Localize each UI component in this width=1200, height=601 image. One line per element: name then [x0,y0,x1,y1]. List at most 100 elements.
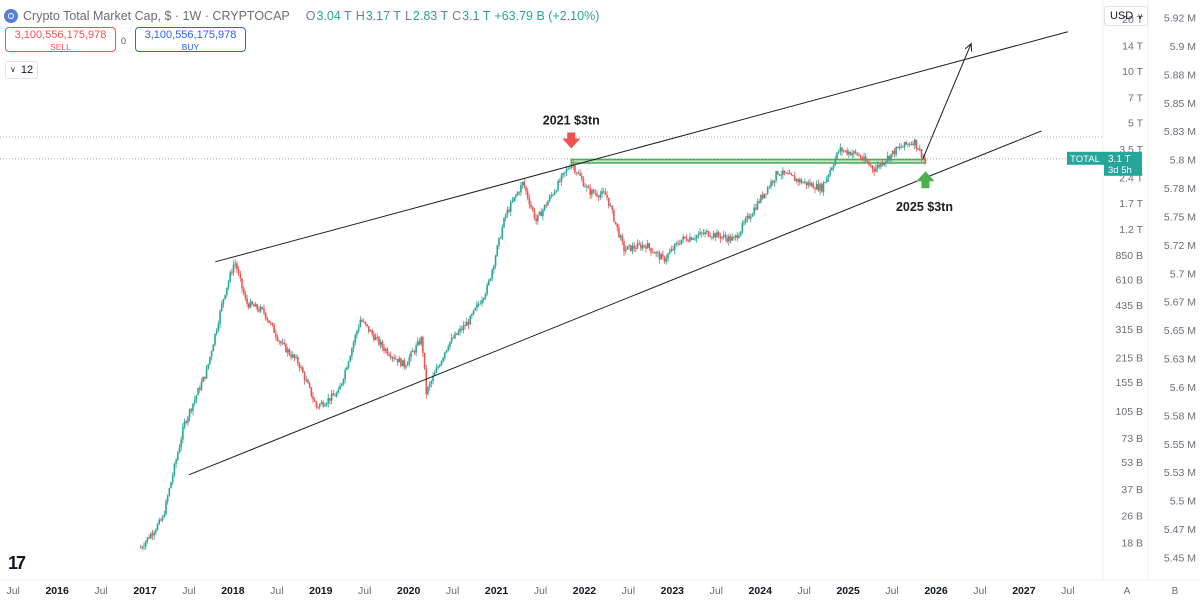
tradingview-logo-icon[interactable]: 17 [8,553,26,573]
candle-body [263,308,265,313]
candle-body [280,341,282,344]
candle-body [552,194,554,196]
candle-body [609,205,612,207]
trend-line-projection[interactable] [922,43,972,159]
trend-line-upper[interactable] [215,31,1068,263]
candle-body [518,192,521,194]
candle-body [374,336,377,341]
change-value: +63.79 B (+2.10%) [494,9,600,23]
candle-body [640,244,642,249]
candle-body [325,403,328,406]
candle-body [226,287,228,295]
candle-body [558,180,561,182]
candle-body [650,247,652,253]
candle-body [205,368,208,379]
candle-body [584,186,586,188]
candle-body [171,475,174,483]
candle-body [264,312,267,319]
x-tick-label: Jul [6,585,19,597]
candle-body [751,214,754,217]
candle-body [444,352,446,358]
candle-body [832,165,835,168]
sell-button[interactable]: 3,100,556,175,978 SELL [5,27,116,52]
candle-body [643,245,646,247]
candle-body [420,337,422,345]
candle-body [177,452,179,460]
symbol-title[interactable]: Crypto Total Market Cap, $ · 1W · CRYPTO… [23,9,290,23]
annotation-label: 2021 $3tn [543,113,600,127]
support-zone[interactable] [570,158,927,164]
indicators-toggle[interactable]: ∨ 12 [5,61,39,79]
currency-select[interactable]: USD ∨ [1104,6,1148,26]
secondary-tick-label: 5.45 M [1164,553,1196,565]
currency-value: USD [1110,10,1134,22]
candle-body [214,333,216,345]
candle-body [477,303,480,305]
log-scale-toggle[interactable]: B [1172,586,1179,597]
candle-body [288,349,291,355]
candle-body [682,236,684,240]
x-tick-label: Jul [358,585,371,597]
candle-body [275,332,277,337]
candle-body [315,401,318,408]
candle-body [204,376,206,379]
candle-body [790,173,793,176]
secondary-tick-label: 5.53 M [1164,467,1196,479]
candle-body [606,195,608,198]
candle-body [418,341,421,345]
trend-line-lower[interactable] [188,130,1042,476]
candle-body [800,179,803,184]
candle-body [876,164,879,169]
x-tick-label: Jul [270,585,283,597]
candle-body [864,156,867,161]
candle-body [317,407,319,408]
candle-body [293,354,296,358]
candle-body [861,158,864,160]
candle-body [202,376,204,383]
candle-body [506,209,509,215]
secondary-tick-label: 5.92 M [1164,13,1196,25]
candle-body [259,307,262,312]
candle-body [452,337,455,339]
candle-body [538,211,541,215]
candle-body [141,547,144,549]
y-tick-label: 53 B [1121,457,1143,469]
y-tick-label: 850 B [1116,250,1143,262]
low-label: L [404,9,412,23]
buy-button[interactable]: 3,100,556,175,978 BUY [135,27,246,52]
candle-body [241,278,243,289]
candle-body [734,235,737,238]
candle-body [689,237,691,242]
candle-body [792,175,794,177]
candle-body [239,273,242,279]
candle-body [635,248,637,250]
candle-body [579,173,581,176]
candle-body [422,337,424,353]
candle-body [678,243,681,245]
candle-body [156,524,159,530]
secondary-tick-label: 5.78 M [1164,183,1196,195]
candle-body [586,186,588,188]
candle-body [574,165,576,173]
candle-body [542,209,544,217]
candle-body [905,141,908,145]
candle-body [690,237,693,240]
candle-body [479,303,482,305]
candle-body [520,184,522,193]
candle-body [611,205,613,210]
candle-body [820,184,823,192]
candle-body [322,402,324,407]
secondary-tick-label: 5.6 M [1170,382,1196,394]
secondary-tick-label: 5.67 M [1164,297,1196,309]
auto-scale-toggle[interactable]: A [1124,586,1131,597]
candle-body [749,216,752,219]
candle-body [268,320,270,323]
candle-body [346,367,348,371]
candle-body [744,218,747,223]
candle-body [827,174,830,178]
candle-body [460,328,463,330]
candle-body [405,365,407,368]
candle-body [653,252,656,254]
y-tick-label: 1.7 T [1119,198,1143,210]
